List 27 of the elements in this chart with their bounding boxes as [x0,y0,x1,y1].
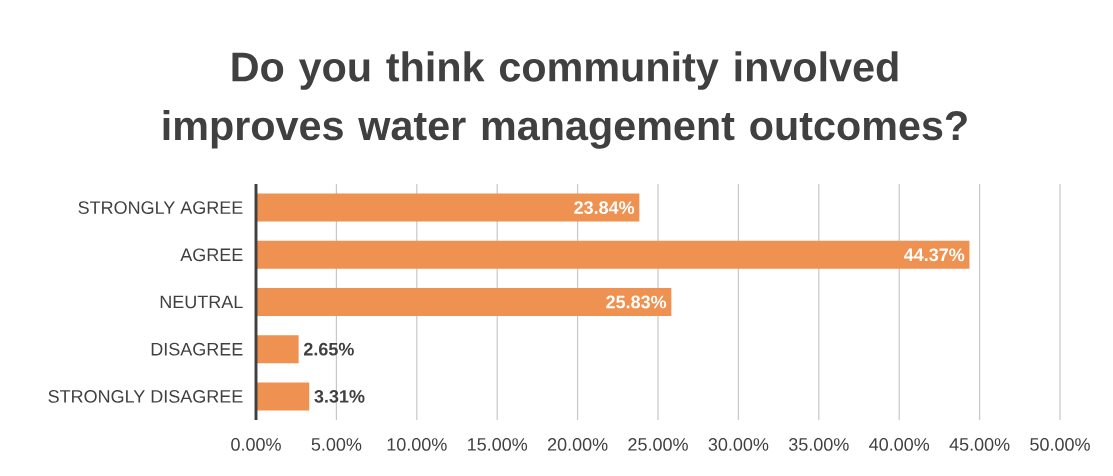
x-tick-label: 15.00% [468,438,528,451]
x-tick-label: 10.00% [387,438,447,451]
x-tick-label: 50.00% [1030,438,1090,451]
bar [256,193,640,222]
data-label: 2.65% [303,342,354,356]
bar [256,382,310,411]
data-label: 44.37% [903,248,965,262]
x-tick-label: 25.00% [628,438,688,451]
x-tick-label: 45.00% [949,438,1010,451]
chart-title: Do you think community involved improves water management outcomes? [163,51,967,149]
bar [256,288,672,317]
data-label: 25.83% [606,295,667,309]
bar [256,240,970,269]
data-label: 3.31% [314,390,365,403]
x-tick-label: 5.00% [311,438,362,451]
x-tick-label: 30.00% [708,438,769,451]
x-tick-label: 35.00% [788,438,849,451]
y-tick-label: AGREE [180,248,243,262]
x-tick-label: 40.00% [869,438,930,451]
x-tick-label: 20.00% [547,438,608,451]
data-label: 23.84% [574,201,635,214]
y-tick-label: STRONGLY DISAGREE [48,390,243,403]
y-tick-label: NEUTRAL [160,295,243,309]
y-tick-label: STRONGLY AGREE [78,201,243,214]
bar [256,335,299,364]
y-tick-label: DISAGREE [151,342,243,356]
x-tick-label: 0.00% [231,438,281,451]
